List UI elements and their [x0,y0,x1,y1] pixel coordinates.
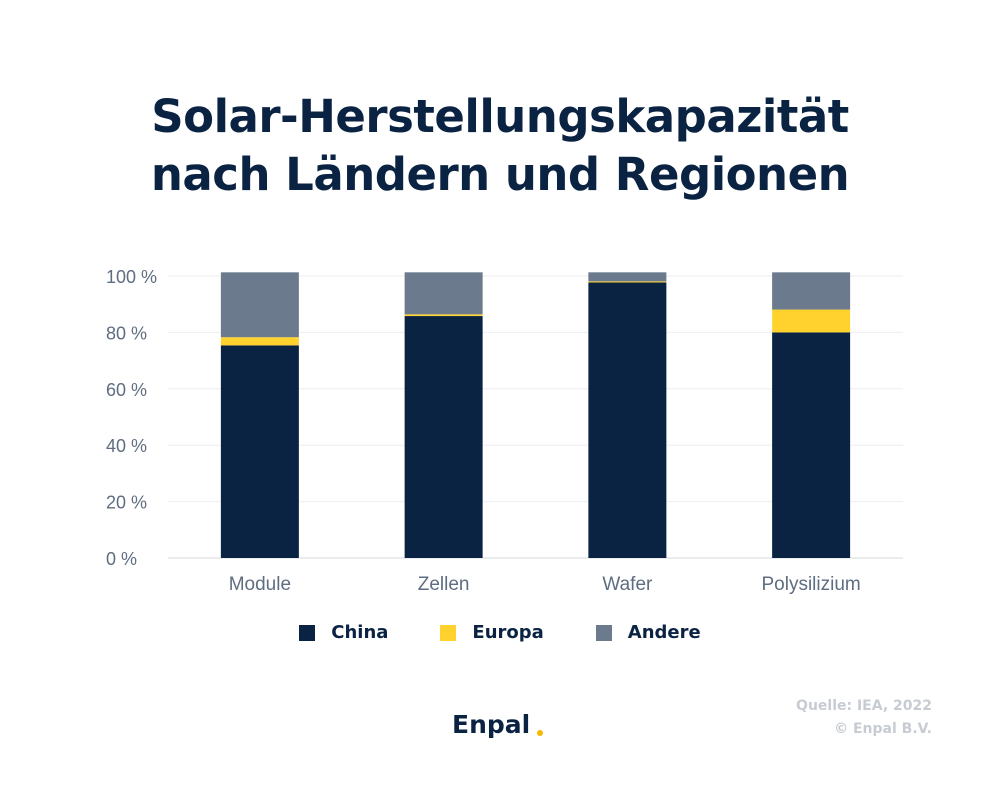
y-tick-label: 40 % [106,436,147,456]
x-tick-label: Wafer [602,574,653,595]
y-tick-label: 20 % [106,493,147,513]
legend-swatch-andere [595,624,612,641]
legend-label: Andere [627,622,701,643]
bar-europa [404,314,483,317]
y-tick-label: 0 % [106,549,137,569]
legend-item-china: China [299,622,388,643]
bar-europa [220,337,299,346]
legend-item-andere: Andere [595,622,701,643]
legend: China Europa Andere [0,622,1000,643]
bar-andere [220,272,299,338]
enpal-logo: Enpal [452,710,531,739]
y-tick-label: 60 % [106,380,147,400]
legend-swatch-china [299,624,316,641]
source-note: Quelle: IEA, 2022 [796,698,932,714]
legend-swatch-europa [440,624,457,641]
bar-europa [772,309,851,333]
legend-label: China [331,622,389,643]
title-line-1: Solar-Herstellungskapazität [151,90,849,143]
bar-andere [772,272,851,310]
chart-title: Solar-Herstellungskapazität nach Ländern… [0,88,1000,204]
logo-dot [537,730,543,736]
legend-label: Europa [472,622,544,643]
bar-china [220,345,299,558]
bar-china [588,282,667,558]
bar-andere [588,272,667,282]
legend-item-europa: Europa [440,622,544,643]
title-line-2: nach Ländern und Regionen [150,148,850,201]
bar-china [772,332,851,558]
bar-china [404,316,483,558]
x-tick-label: Module [229,574,291,595]
y-tick-label: 100 % [106,267,157,287]
bar-andere [404,272,483,315]
x-tick-label: Zellen [418,574,470,595]
x-tick-label: Polysilizium [762,574,861,595]
bar-europa [588,281,667,283]
copyright-note: © Enpal B.V. [834,721,932,737]
y-tick-label: 80 % [106,323,147,343]
